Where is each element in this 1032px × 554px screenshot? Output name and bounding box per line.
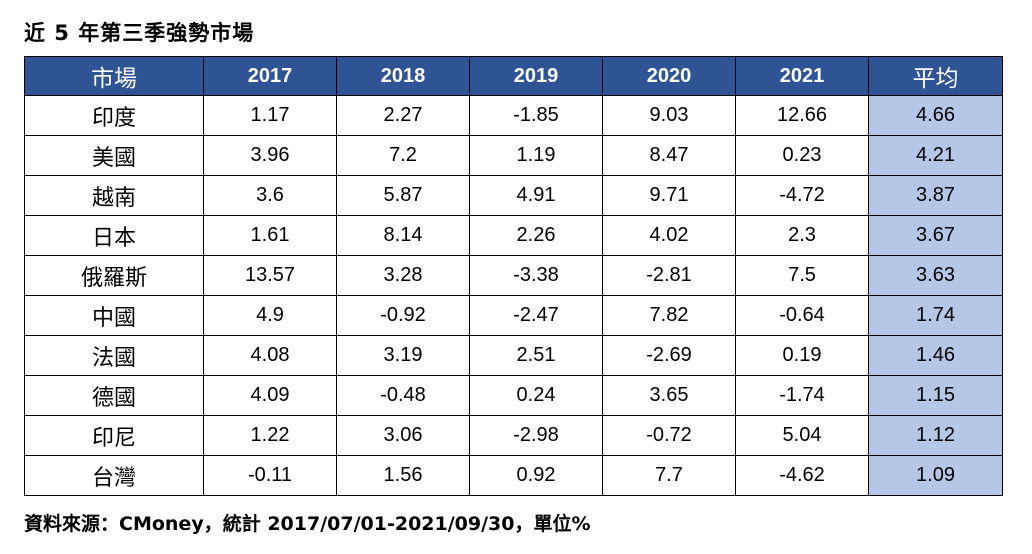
value-cell: 4.09: [203, 375, 337, 416]
table-row: 中國 4.9 -0.92 -2.47 7.82 -0.64 1.74: [24, 295, 1003, 336]
market-name-cell: 印尼: [24, 415, 204, 456]
table-row: 俄羅斯 13.57 3.28 -3.38 -2.81 7.5 3.63: [24, 255, 1003, 296]
value-cell: -4.62: [735, 455, 869, 496]
average-cell: 1.74: [868, 295, 1003, 336]
market-name-cell: 越南: [24, 175, 204, 216]
value-cell: 7.2: [336, 135, 470, 176]
value-cell: 9.03: [602, 95, 736, 136]
market-name-cell: 日本: [24, 215, 204, 256]
value-cell: -0.72: [602, 415, 736, 456]
page-title: 近 5 年第三季強勢市場: [24, 21, 255, 45]
value-cell: 1.19: [469, 135, 603, 176]
table-row: 法國 4.08 3.19 2.51 -2.69 0.19 1.46: [24, 335, 1003, 376]
value-cell: 13.57: [203, 255, 337, 296]
value-cell: -3.38: [469, 255, 603, 296]
value-cell: 3.6: [203, 175, 337, 216]
value-cell: 1.56: [336, 455, 470, 496]
market-name-cell: 印度: [24, 95, 204, 136]
value-cell: 4.02: [602, 215, 736, 256]
average-cell: 1.12: [868, 415, 1003, 456]
value-cell: 8.47: [602, 135, 736, 176]
value-cell: 12.66: [735, 95, 869, 136]
value-cell: 1.17: [203, 95, 337, 136]
value-cell: 0.19: [735, 335, 869, 376]
market-name-cell: 俄羅斯: [24, 255, 204, 296]
table-row: 日本 1.61 8.14 2.26 4.02 2.3 3.67: [24, 215, 1003, 256]
table-row: 越南 3.6 5.87 4.91 9.71 -4.72 3.87: [24, 175, 1003, 216]
value-cell: 0.23: [735, 135, 869, 176]
header-average: 平均: [868, 56, 1003, 96]
value-cell: -4.72: [735, 175, 869, 216]
value-cell: 2.51: [469, 335, 603, 376]
header-year-2021: 2021: [735, 56, 869, 96]
value-cell: 7.5: [735, 255, 869, 296]
value-cell: -0.92: [336, 295, 470, 336]
value-cell: 7.7: [602, 455, 736, 496]
value-cell: -2.47: [469, 295, 603, 336]
value-cell: 5.87: [336, 175, 470, 216]
value-cell: 0.24: [469, 375, 603, 416]
value-cell: 4.08: [203, 335, 337, 376]
value-cell: 1.61: [203, 215, 337, 256]
value-cell: -2.81: [602, 255, 736, 296]
table-row: 印度 1.17 2.27 -1.85 9.03 12.66 4.66: [24, 95, 1003, 136]
source-note: 資料來源：CMoney，統計 2017/07/01-2021/09/30，單位%: [24, 513, 591, 535]
value-cell: 4.9: [203, 295, 337, 336]
header-year-2018: 2018: [336, 56, 470, 96]
value-cell: 0.92: [469, 455, 603, 496]
market-name-cell: 中國: [24, 295, 204, 336]
value-cell: -2.69: [602, 335, 736, 376]
header-year-2017: 2017: [203, 56, 337, 96]
market-name-cell: 法國: [24, 335, 204, 376]
average-cell: 3.67: [868, 215, 1003, 256]
average-cell: 1.46: [868, 335, 1003, 376]
market-performance-table: 市場 2017 2018 2019 2020 2021 平均 印度 1.17 2.2…: [24, 56, 1003, 496]
table-header-row: 市場 2017 2018 2019 2020 2021 平均: [24, 56, 1003, 96]
value-cell: 2.27: [336, 95, 470, 136]
table-row: 台灣 -0.11 1.56 0.92 7.7 -4.62 1.09: [24, 455, 1003, 496]
table-row: 美國 3.96 7.2 1.19 8.47 0.23 4.21: [24, 135, 1003, 176]
header-year-2019: 2019: [469, 56, 603, 96]
value-cell: 2.26: [469, 215, 603, 256]
header-year-2020: 2020: [602, 56, 736, 96]
value-cell: -2.98: [469, 415, 603, 456]
market-name-cell: 台灣: [24, 455, 204, 496]
value-cell: -1.85: [469, 95, 603, 136]
value-cell: -0.64: [735, 295, 869, 336]
value-cell: 3.19: [336, 335, 470, 376]
value-cell: 3.96: [203, 135, 337, 176]
market-name-cell: 美國: [24, 135, 204, 176]
average-cell: 1.09: [868, 455, 1003, 496]
value-cell: 3.28: [336, 255, 470, 296]
value-cell: 9.71: [602, 175, 736, 216]
value-cell: 1.22: [203, 415, 337, 456]
table-row: 德國 4.09 -0.48 0.24 3.65 -1.74 1.15: [24, 375, 1003, 416]
value-cell: -0.11: [203, 455, 337, 496]
value-cell: 7.82: [602, 295, 736, 336]
value-cell: 4.91: [469, 175, 603, 216]
value-cell: 8.14: [336, 215, 470, 256]
average-cell: 3.87: [868, 175, 1003, 216]
value-cell: 5.04: [735, 415, 869, 456]
average-cell: 1.15: [868, 375, 1003, 416]
value-cell: 3.65: [602, 375, 736, 416]
value-cell: -1.74: [735, 375, 869, 416]
average-cell: 4.21: [868, 135, 1003, 176]
table-row: 印尼 1.22 3.06 -2.98 -0.72 5.04 1.12: [24, 415, 1003, 456]
market-name-cell: 德國: [24, 375, 204, 416]
value-cell: 2.3: [735, 215, 869, 256]
value-cell: -0.48: [336, 375, 470, 416]
value-cell: 3.06: [336, 415, 470, 456]
average-cell: 3.63: [868, 255, 1003, 296]
average-cell: 4.66: [868, 95, 1003, 136]
header-market: 市場: [24, 56, 204, 96]
